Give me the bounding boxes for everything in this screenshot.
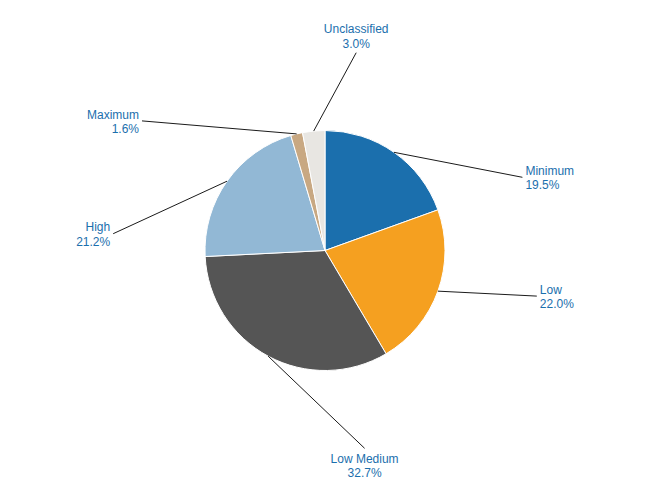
- svg-text:Low22.0%: Low22.0%: [540, 283, 574, 311]
- svg-text:High21.2%: High21.2%: [76, 220, 110, 248]
- svg-text:Low Medium32.7%: Low Medium32.7%: [331, 452, 399, 480]
- svg-text:Maximum1.6%: Maximum1.6%: [87, 108, 139, 136]
- svg-text:Minimum19.5%: Minimum19.5%: [525, 164, 574, 192]
- svg-text:Unclassified3.0%: Unclassified3.0%: [324, 22, 389, 50]
